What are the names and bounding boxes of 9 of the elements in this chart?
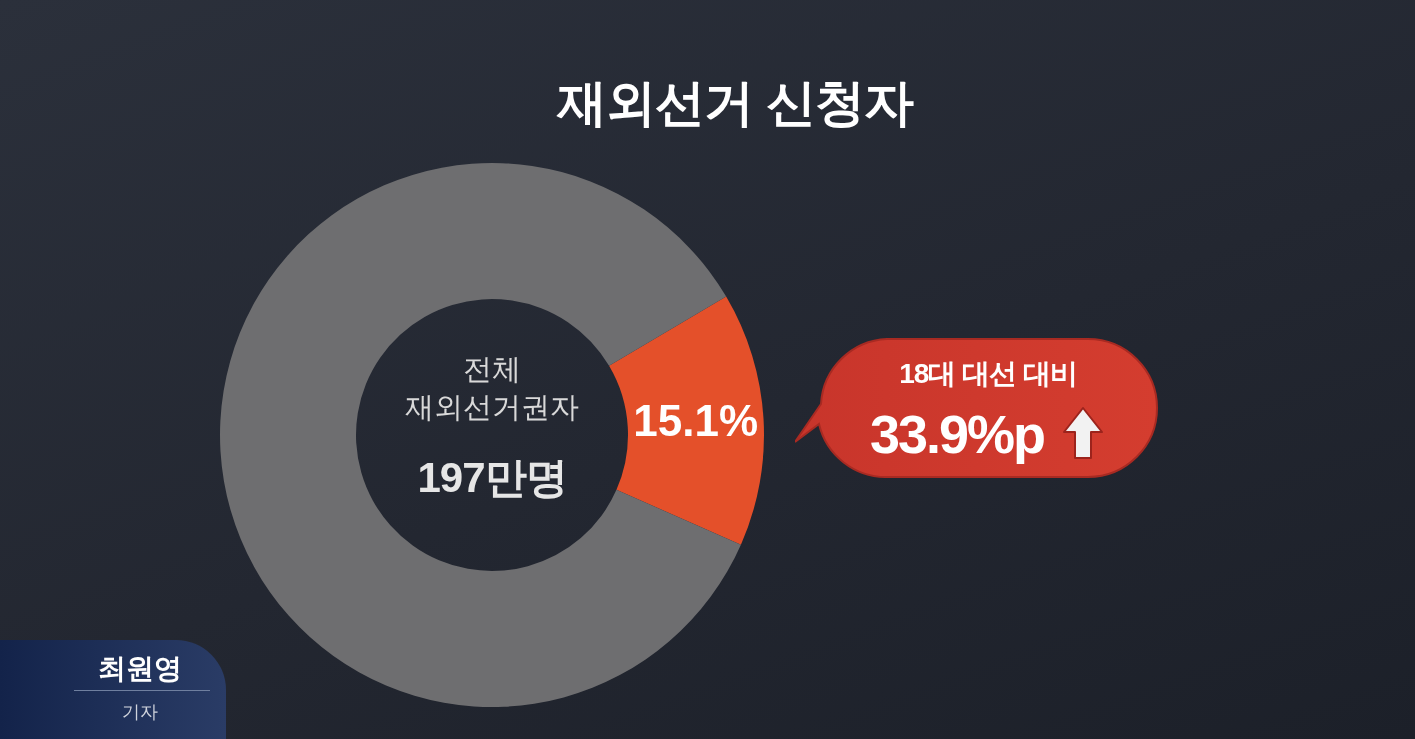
text: 최원영 <box>97 652 183 686</box>
text: 기자 <box>121 701 159 724</box>
data-label: 15.1% <box>633 395 759 445</box>
text: 197만명 <box>416 453 568 503</box>
text: 전체 재외선거권자 <box>404 352 580 425</box>
text: 18대 대선 대비 <box>898 357 1078 391</box>
donut-slice <box>609 296 764 545</box>
text: 33.9%p <box>868 403 1046 465</box>
chart-title: 재외선거 신청자 <box>555 74 915 133</box>
